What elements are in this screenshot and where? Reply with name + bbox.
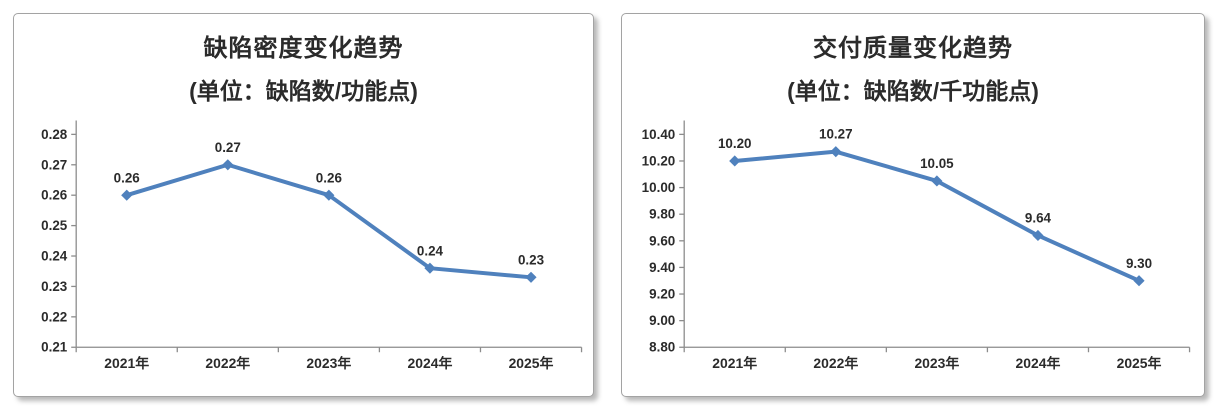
defect-density-chart-panel: 缺陷密度变化趋势 (单位：缺陷数/功能点) 0.28 0.27 0.26 0.25 0.… — [13, 13, 594, 397]
x-tick-label: 2022年 — [205, 355, 250, 371]
chart-subtitle: (单位：缺陷数/功能点) — [189, 78, 418, 104]
data-label: 10.05 — [920, 156, 954, 171]
y-tick-label: 9.20 — [649, 287, 675, 302]
data-label: 9.64 — [1025, 211, 1052, 226]
data-label: 0.24 — [417, 243, 444, 258]
data-label: 0.26 — [114, 170, 140, 185]
y-tick-label: 0.28 — [41, 127, 68, 142]
x-tick-label: 2021年 — [104, 355, 149, 371]
y-tick-label: 0.21 — [41, 340, 68, 355]
y-tick-label: 9.40 — [649, 260, 675, 275]
chart-title: 交付质量变化趋势 — [813, 35, 1013, 62]
y-tick-label: 10.00 — [642, 180, 676, 195]
data-label: 0.23 — [518, 252, 544, 267]
data-label: 9.30 — [1126, 256, 1152, 271]
y-tick-label: 0.23 — [41, 279, 67, 294]
x-tick-label: 2023年 — [306, 355, 351, 371]
data-point-marker — [323, 189, 335, 201]
defect-density-line-chart: 0.28 0.27 0.26 0.25 0.24 0.23 0.22 0.21 2021年 202… — [41, 120, 583, 371]
x-tick-label: 2025年 — [509, 355, 554, 371]
y-tick-label: 10.20 — [642, 153, 676, 168]
x-tick-label: 2023年 — [914, 355, 959, 371]
y-tick-label: 9.80 — [649, 207, 675, 222]
x-tick-label: 2024年 — [408, 355, 453, 371]
y-tick-label: 9.60 — [649, 233, 675, 248]
data-point-marker — [121, 189, 133, 201]
y-tick-label: 10.40 — [642, 127, 676, 142]
x-tick-label: 2025年 — [1117, 355, 1162, 371]
data-label: 10.27 — [819, 127, 853, 142]
data-point-marker — [830, 146, 842, 158]
y-tick-label: 0.22 — [41, 309, 67, 324]
y-tick-label: 8.80 — [649, 340, 675, 355]
data-point-marker — [729, 155, 741, 167]
trend-line — [732, 149, 1142, 283]
data-point-marker — [222, 159, 234, 171]
y-tick-label: 0.27 — [41, 157, 67, 172]
x-tick-label: 2022年 — [813, 355, 858, 371]
data-point-marker — [1133, 275, 1145, 287]
data-label: 0.27 — [215, 140, 241, 155]
data-point-marker — [931, 175, 943, 187]
x-tick-label: 2024年 — [1016, 355, 1061, 371]
delivery-quality-chart-panel: 交付质量变化趋势 (单位：缺陷数/千功能点) 10.40 10.20 10.00 9.… — [621, 13, 1205, 397]
data-point-marker — [525, 271, 537, 283]
y-tick-label: 9.00 — [649, 313, 675, 328]
y-tick-label: 0.25 — [41, 218, 68, 233]
data-label: 10.20 — [718, 136, 752, 151]
data-label: 0.26 — [316, 170, 342, 185]
chart-title: 缺陷密度变化趋势 — [203, 35, 404, 62]
x-tick-label: 2021年 — [712, 355, 757, 371]
delivery-quality-line-chart: 10.40 10.20 10.00 9.80 9.60 9.40 9.20 9.00 8.80 2… — [642, 120, 1191, 371]
chart-subtitle: (单位：缺陷数/千功能点) — [787, 78, 1039, 104]
y-tick-label: 0.24 — [41, 248, 68, 263]
y-tick-label: 0.26 — [41, 188, 67, 203]
